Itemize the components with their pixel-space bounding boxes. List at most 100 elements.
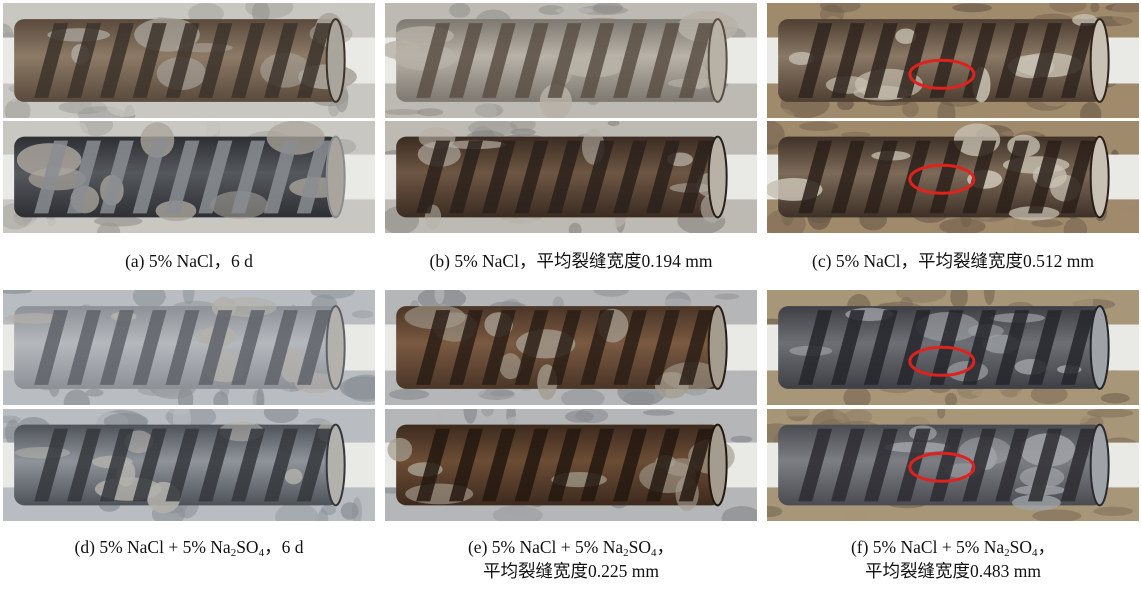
- rebar-rib: [678, 310, 713, 385]
- rebar-rib: [263, 310, 298, 385]
- mortar-residue: [654, 371, 689, 399]
- rebar-rib: [1060, 310, 1095, 385]
- mortar-residue: [387, 437, 413, 462]
- rebar-rib: [962, 140, 997, 214]
- ground-texture: [937, 409, 946, 419]
- rebar-rib: [416, 23, 451, 98]
- ground-texture: [449, 3, 471, 18]
- rebar-rib: [929, 428, 964, 502]
- rebar-rib: [580, 140, 615, 214]
- panel-caption: (c) 5% NaCl，平均裂缝宽度0.512 mm: [812, 251, 1094, 271]
- crack-highlight-circle: [908, 58, 976, 90]
- rebar-rib: [645, 23, 680, 98]
- ground-texture: [642, 409, 675, 416]
- ground-texture: [843, 385, 871, 405]
- rebar-photo-bottom: [385, 409, 757, 521]
- rebar-specimen-image: [3, 121, 375, 233]
- rebar-rib: [1027, 428, 1062, 502]
- crack-highlight-circle: [908, 451, 976, 483]
- mortar-residue: [1012, 494, 1061, 511]
- ground-texture: [741, 389, 757, 402]
- ground-texture: [385, 514, 434, 521]
- rebar-rib: [830, 140, 865, 214]
- ground-texture: [63, 389, 90, 405]
- mortar-residue: [140, 122, 175, 158]
- panel-caption: (d) 5% NaCl + 5% Na2SO4，6 d: [74, 537, 304, 559]
- ground-texture: [714, 293, 740, 300]
- ground-texture: [565, 410, 594, 423]
- rebar-rib: [995, 428, 1030, 502]
- ground-texture: [477, 388, 515, 400]
- rebar-rib: [995, 310, 1030, 385]
- rebar-rib: [34, 23, 69, 98]
- crack-highlight-circle: [908, 163, 976, 195]
- ground-texture: [191, 121, 234, 137]
- ground-texture: [231, 409, 257, 419]
- rebar-rib: [645, 140, 680, 214]
- ground-texture: [886, 409, 938, 427]
- rebar-rib: [896, 140, 931, 214]
- ground-texture: [175, 99, 186, 113]
- rebar-rib: [231, 428, 266, 502]
- ground-texture: [1070, 409, 1092, 424]
- ground-texture: [902, 100, 919, 118]
- ground-texture: [462, 220, 506, 232]
- rebar-rib: [99, 140, 134, 214]
- ground-texture: [256, 387, 265, 405]
- rebar-end-cap: [707, 305, 728, 390]
- ground-texture: [1100, 392, 1130, 404]
- rebar-rib: [929, 140, 964, 214]
- rebar-rib: [830, 428, 865, 502]
- panel-caption: (e) 5% NaCl + 5% Na2SO4，: [467, 537, 675, 559]
- rebar-rib: [132, 140, 167, 214]
- ground-texture: [1000, 130, 1045, 137]
- rebar-rib: [896, 310, 931, 385]
- ground-texture: [623, 391, 655, 405]
- mortar-residue: [895, 28, 917, 44]
- ground-texture: [96, 222, 121, 233]
- ground-texture: [58, 100, 109, 114]
- ground-texture: [952, 3, 992, 13]
- rebar-rib: [580, 428, 615, 502]
- ground-texture: [767, 107, 795, 118]
- rebar-rib: [514, 428, 549, 502]
- rebar-rib: [165, 140, 200, 214]
- ground-texture: [132, 290, 166, 309]
- ground-texture: [1049, 3, 1087, 13]
- rebar-specimen-image: [3, 409, 375, 521]
- ground-texture: [434, 290, 445, 305]
- rebar-rib: [448, 140, 483, 214]
- ground-texture: [640, 220, 656, 229]
- ground-texture: [492, 505, 543, 521]
- rebar-rib: [66, 428, 101, 502]
- rebar-rib: [995, 140, 1030, 214]
- rebar-specimen-image: [767, 290, 1139, 405]
- rebar-rib: [863, 428, 898, 502]
- ground-texture: [465, 96, 497, 118]
- rebar-rib: [416, 428, 451, 502]
- rebar-rib: [165, 310, 200, 385]
- rebar-rib: [678, 23, 713, 98]
- rebar-rib: [798, 310, 833, 385]
- ground-texture: [252, 389, 264, 405]
- ground-texture: [417, 108, 444, 117]
- panel-caption: (b) 5% NaCl，平均裂缝宽度0.194 mm: [429, 251, 713, 271]
- rebar-rib: [830, 310, 865, 385]
- mortar-residue: [5, 313, 66, 324]
- ground-texture: [988, 296, 1017, 304]
- rebar-rib: [678, 428, 713, 502]
- rebar-rib: [896, 428, 931, 502]
- ground-texture: [767, 505, 783, 518]
- ground-texture: [793, 294, 837, 308]
- ground-texture: [1030, 384, 1068, 405]
- rebar-rib: [863, 23, 898, 98]
- ground-texture: [996, 101, 1030, 110]
- rebar-rib: [66, 140, 101, 214]
- ground-texture: [463, 409, 478, 424]
- ground-texture: [1093, 506, 1133, 516]
- ground-texture: [1110, 3, 1139, 28]
- rebar-specimen-image: [385, 3, 757, 118]
- ground-texture: [298, 212, 311, 233]
- ground-texture: [1079, 102, 1102, 118]
- ground-texture: [385, 108, 422, 116]
